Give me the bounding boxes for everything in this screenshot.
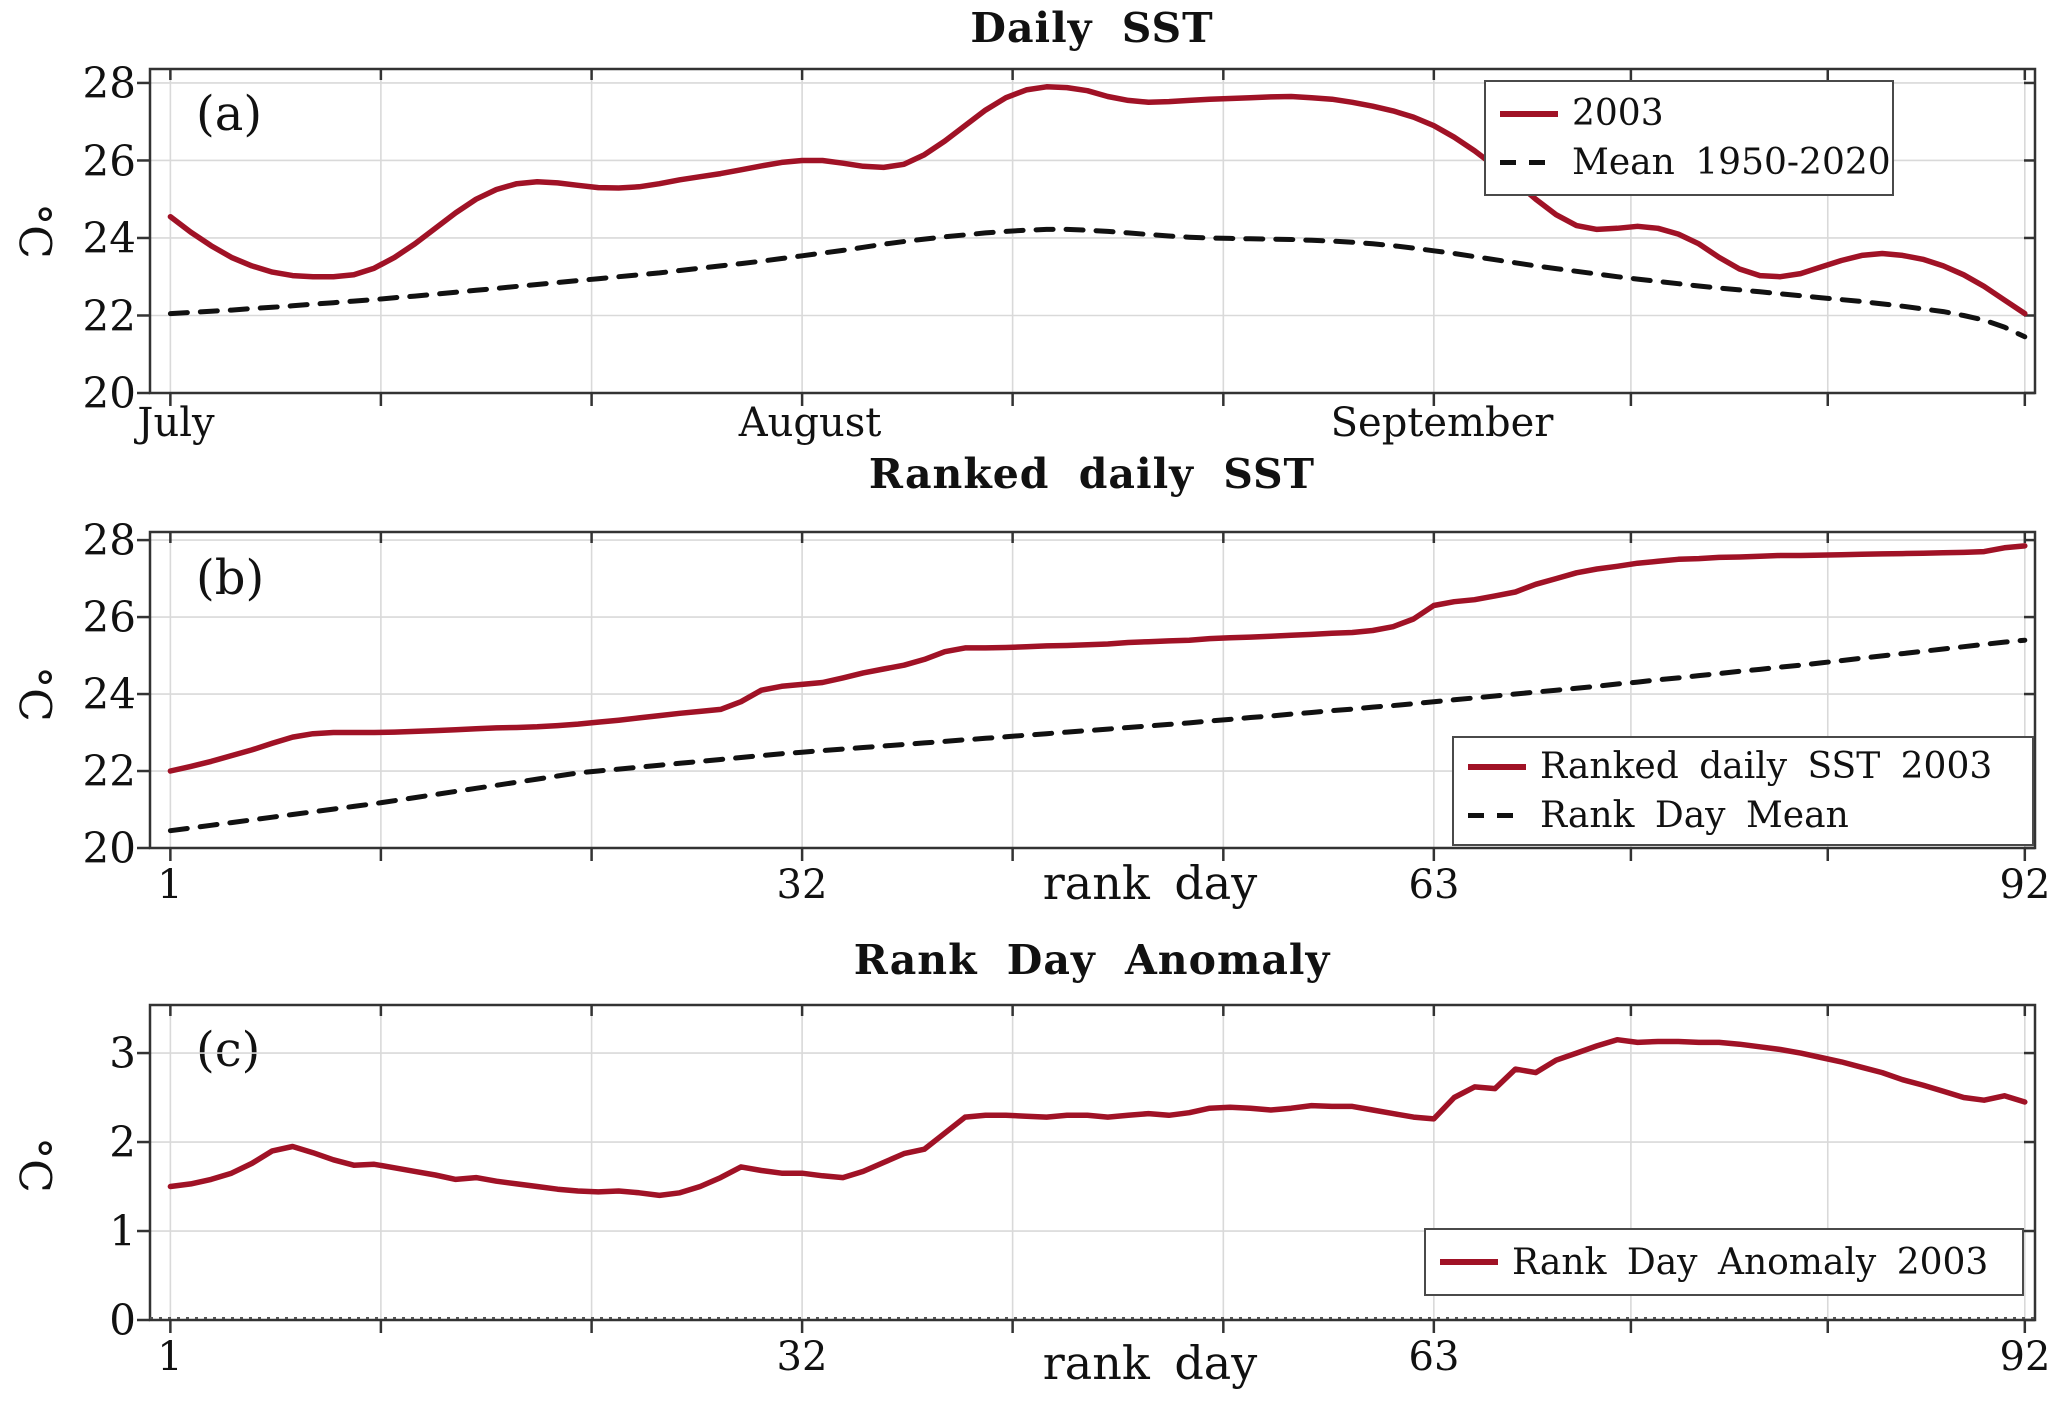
panel-b-letter: (b) [196,550,265,606]
panel-a-ytick-24: 24 [82,213,136,263]
panel-a-y-axis-label: °C [8,203,60,259]
panel-b-xtick-92: 92 [1999,862,2051,908]
panel-a-ytick-26: 26 [82,136,136,186]
panel-c-ytick-0: 0 [109,1295,136,1345]
panel-b-title: Ranked daily SST [868,450,1316,498]
series-line-mean-1950-2020 [167,226,2028,340]
panel-c-ytick-3: 3 [109,1028,136,1078]
panel-b-x-axis-label: rank day [1042,856,1258,910]
axes-frame [148,1003,2037,1322]
panel-a-title: Daily SST [970,4,1214,52]
panel-a-letter: (a) [196,86,263,142]
panel-a-legend: 2003 Mean 1950-2020 [1484,80,1894,196]
panel-a-ytick-22: 22 [82,291,136,341]
dashed-line-swatch-icon [1500,160,1558,165]
panel-c-x-axis-label: rank day [1042,1336,1258,1390]
panel-a-xtick-august: August [738,400,882,446]
panel-a-ytick-28: 28 [82,58,136,108]
legend-row: Mean 1950-2020 [1500,142,1891,183]
legend-label: Ranked daily SST 2003 [1540,746,1993,787]
panel-b-ytick-28: 28 [82,515,136,565]
legend-label: 2003 [1572,93,1664,134]
legend-label: Rank Day Mean [1540,795,1849,836]
panel-b-legend: Ranked daily SST 2003 Rank Day Mean [1452,736,2034,846]
panel-b-plot-area [137,530,2037,861]
panel-a-xtick-september: September [1330,400,1554,446]
legend-row: Ranked daily SST 2003 [1468,746,2018,787]
panel-c-plot-area [137,1003,2037,1333]
legend-label: Rank Day Anomaly 2003 [1512,1241,1989,1283]
series-line-rank-day-mean [167,637,2028,834]
panel-b-ytick-26: 26 [82,592,136,642]
dashed-line-swatch-icon [1468,813,1526,818]
series-line-ranked-daily-sst-2003 [167,543,2028,774]
panel-c-xtick-1: 1 [157,1334,183,1380]
red-line-swatch-icon [1440,1259,1498,1265]
panel-a-ytick-20: 20 [82,368,136,418]
panel-c-xtick-92: 92 [1999,1334,2051,1380]
legend-row: Rank Day Mean [1468,795,2018,836]
panel-b-xtick-1: 1 [157,862,183,908]
panel-b-ytick-22: 22 [82,746,136,796]
panel-c-ytick-1: 1 [109,1206,136,1256]
red-line-swatch-icon [1468,763,1526,770]
panel-b-xtick-63: 63 [1408,862,1460,908]
legend-label: Mean 1950-2020 [1572,142,1891,183]
panel-b-ytick-24: 24 [82,669,136,719]
red-line-swatch-icon [1500,110,1558,117]
panel-b-y-axis-label: °C [8,666,60,722]
panel-c-y-axis-label: °C [8,1137,60,1193]
series-line-rank-day-anomaly-2003 [167,1036,2028,1199]
panel-c-letter: (c) [196,1022,261,1078]
panel-c-legend: Rank Day Anomaly 2003 [1424,1228,2024,1296]
panel-a-xtick-july: July [137,400,215,446]
axes-frame [148,530,2037,850]
panel-c-ytick-2: 2 [109,1117,136,1167]
legend-row: Rank Day Anomaly 2003 [1440,1242,2008,1283]
axes-frame [148,67,2037,395]
series-line-2003 [167,84,2028,317]
panel-c-xtick-63: 63 [1408,1334,1460,1380]
panel-c-title: Rank Day Anomaly [853,936,1331,984]
panel-c-xtick-32: 32 [776,1334,828,1380]
panel-b-xtick-32: 32 [776,862,828,908]
legend-row: 2003 [1500,93,1878,134]
panel-b-ytick-20: 20 [82,823,136,873]
